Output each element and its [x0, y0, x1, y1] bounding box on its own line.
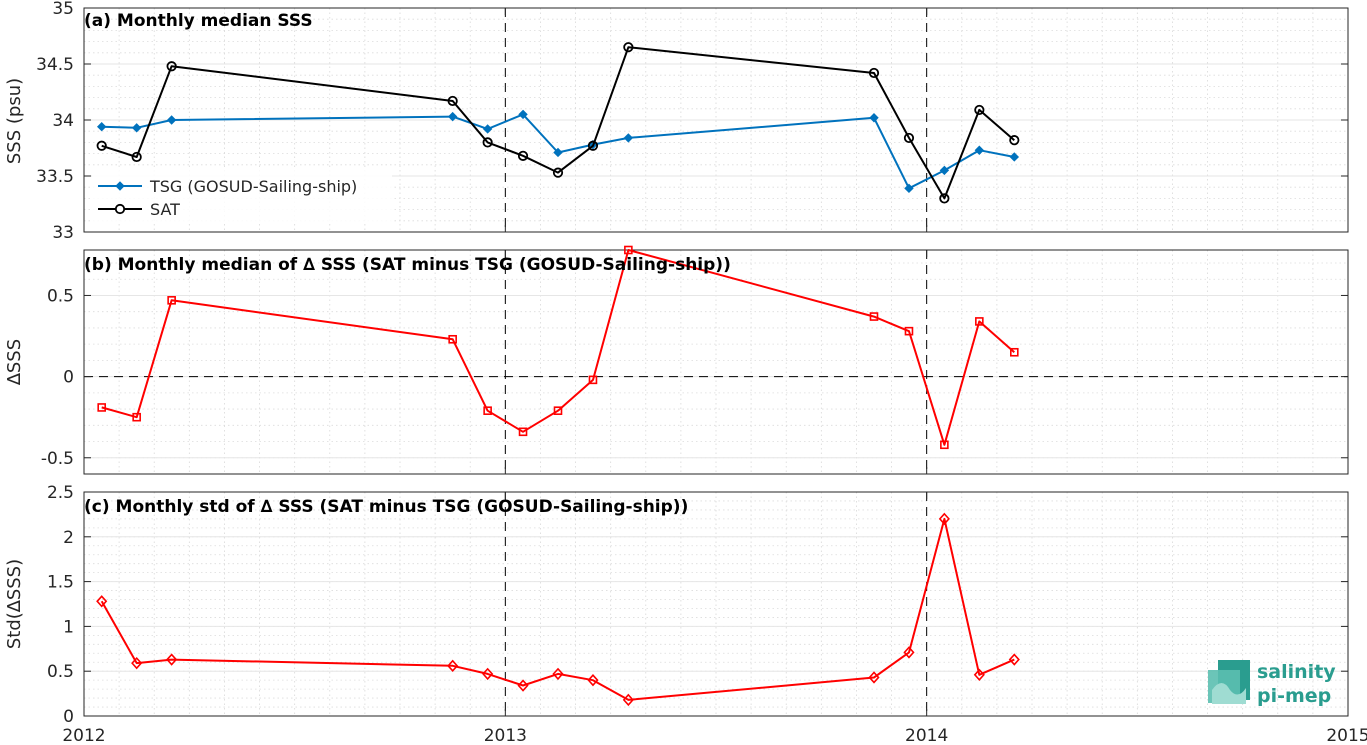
panel-a-data-point	[1009, 135, 1020, 146]
panel-a-y-tick-label: 35	[52, 0, 74, 19]
panel-a-data-point	[553, 147, 563, 158]
panel-c-data-point	[587, 673, 599, 687]
panel-c-axes-frame	[83, 491, 1349, 717]
panel-b-data-point	[167, 296, 176, 305]
panel-c-y-tick-label: 1	[63, 617, 74, 637]
panel-a-y-tick-label: 34.5	[36, 55, 74, 75]
panel-a-y-tick-label: 33.5	[36, 167, 74, 187]
panel-c-y-tick-label: 0.5	[47, 662, 74, 682]
legend-box	[92, 170, 392, 224]
panel-a-y-tick-label: 33	[52, 223, 74, 243]
salinity-pi-mep-logo: salinity pi-mep	[1208, 660, 1336, 707]
panel-a-data-point	[939, 193, 950, 204]
panel-a-data-point	[482, 137, 493, 148]
panel-a-data-point	[517, 150, 529, 161]
legend-label-sat: SAT	[150, 200, 180, 219]
panel-c-y-tick-label: 0	[63, 707, 74, 727]
panel-a-data-point	[96, 140, 107, 151]
panel-b-data-point	[940, 440, 949, 450]
legend-marker-tsg	[115, 181, 125, 191]
panel-a-series-1-line	[101, 46, 1015, 200]
panel-b: -0.5 0 0.5 (b) Monthly median of ∆ SSS (SA…	[4, 245, 1349, 475]
panel-a-data-point	[552, 167, 564, 178]
panel-b-ylabel: ∆SSS	[4, 339, 25, 386]
panel-a-data-point	[447, 95, 458, 107]
panel-a-y-tick-label: 34	[52, 111, 74, 131]
panel-a-data-point	[166, 61, 177, 72]
panel-a-data-point	[904, 183, 914, 194]
panel-b-y-tick-label: -0.5	[41, 449, 74, 469]
panel-b-title: (b) Monthly median of ∆ SSS (SAT minus T…	[84, 255, 731, 275]
panel-c-ylabel: Std(∆SSS)	[4, 559, 25, 649]
panel-c-data-point	[96, 595, 108, 608]
panel-a-data-point	[96, 122, 107, 132]
panel-c-y-tick-label: 2	[63, 528, 74, 548]
panel-a-data-point	[974, 145, 985, 155]
panel-c-x-tick-label: 2014	[905, 726, 948, 745]
panel-b-axes-frame	[83, 249, 1349, 475]
logo-text-pimep: pi-mep	[1257, 685, 1331, 707]
panel-a-data-point	[482, 124, 493, 134]
panel-b-data-point	[588, 375, 598, 385]
panel-b-y-tick-label: 0.5	[47, 286, 74, 306]
panel-c-data-point	[622, 693, 634, 707]
panel-a-data-point	[131, 151, 142, 163]
logo-text-salinity: salinity	[1257, 661, 1336, 683]
panel-b-data-point	[869, 312, 879, 321]
panel-b-data-point	[904, 326, 914, 336]
panel-c-x-tick-label: 2015	[1326, 726, 1367, 745]
panel-b-data-point	[518, 427, 528, 437]
panel-a-data-point	[869, 113, 879, 123]
panel-a-data-point	[447, 111, 458, 122]
legend-marker-sat	[114, 203, 126, 215]
panel-c-data-point	[517, 679, 529, 692]
panel-c-x-tick-label: 2012	[62, 726, 105, 745]
panel-b-data-point	[97, 403, 106, 412]
panel-b-data-point	[624, 245, 633, 255]
panel-a-data-point	[623, 133, 634, 143]
panel-a-title: (a) Monthly median SSS	[84, 11, 313, 31]
panel-c: 0 0.5 1 1.5 2 2.5 2012 2013 2014 2015 (c) Monthly…	[4, 483, 1367, 745]
panel-c-data-point	[903, 646, 915, 659]
panel-c-title: (c) Monthly std of ∆ SSS (SAT minus TSG …	[84, 497, 688, 517]
panel-a-data-point	[974, 104, 985, 116]
panel-a-data-point	[587, 140, 599, 151]
panel-c-data-point	[447, 659, 459, 673]
panel-a-ylabel: SSS (psu)	[4, 78, 25, 164]
panel-a-data-point	[623, 42, 634, 53]
panel-b-data-point	[132, 412, 141, 422]
panel-c-data-point	[482, 667, 494, 681]
panel-a-data-point	[166, 115, 177, 125]
panel-b-y-tick-label: 0	[63, 368, 74, 388]
panel-c-data-point	[868, 671, 880, 684]
panel-b-data-point	[448, 334, 457, 344]
panel-c-series-0-line	[100, 517, 1015, 701]
panel-c-data-point	[938, 512, 950, 526]
panel-b-data-point	[483, 406, 492, 415]
panel-a-data-point	[1009, 152, 1020, 162]
panel-a-data-point	[131, 123, 142, 133]
panel-b-data-point	[553, 406, 563, 415]
panel-a-data-point	[939, 165, 950, 176]
panel-b-series-0-line	[101, 249, 1015, 446]
panel-c-data-point	[166, 653, 178, 666]
panel-a-data-point	[868, 67, 880, 79]
panel-c-data-point	[1008, 653, 1020, 666]
panel-c-y-tick-label: 1.5	[47, 573, 74, 593]
panel-c-data-point	[973, 668, 985, 681]
legend: TSG (GOSUD-Sailing-ship) SAT	[92, 170, 392, 224]
panel-c-data-point	[131, 656, 143, 670]
legend-label-tsg: TSG (GOSUD-Sailing-ship)	[149, 177, 357, 196]
panel-c-data-point	[552, 667, 564, 681]
panel-a-data-point	[903, 132, 915, 144]
panel-a-data-point	[518, 109, 528, 120]
logo-graphic-icon	[1208, 660, 1250, 704]
panel-a-series-0-line	[101, 113, 1015, 190]
panel-c-y-tick-label: 2.5	[47, 483, 74, 503]
panel-b-data-point	[975, 317, 984, 326]
panel-b-data-point	[1010, 347, 1019, 357]
panel-c-x-tick-label: 2013	[484, 726, 527, 745]
